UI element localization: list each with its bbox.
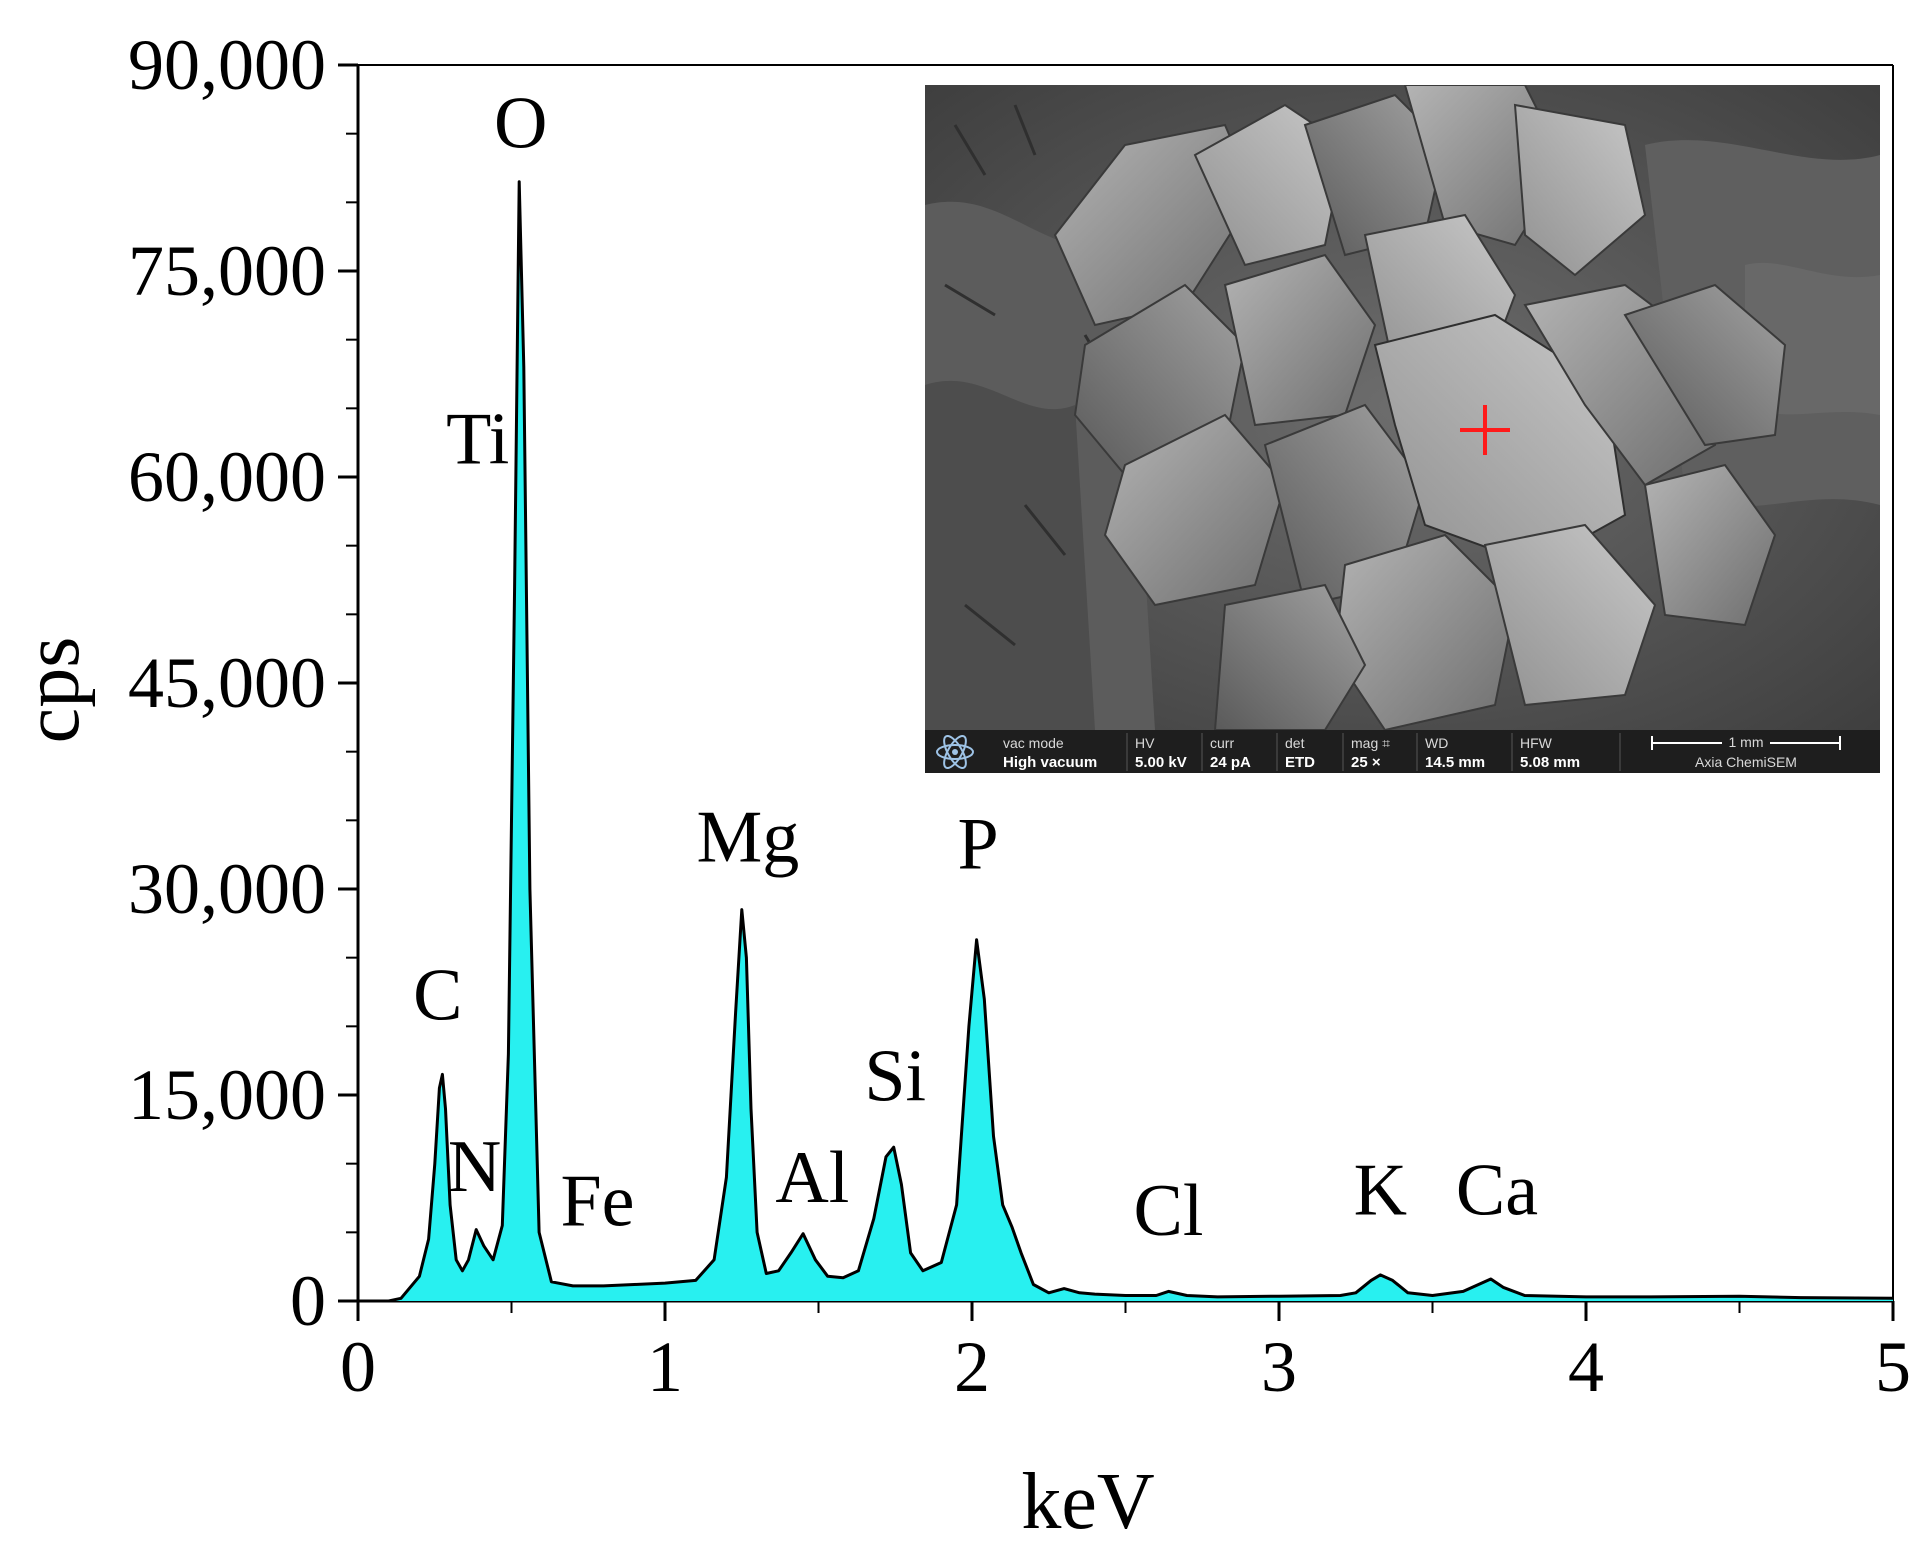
x-tick-label: 0	[340, 1327, 376, 1407]
info-field-value: ETD	[1285, 754, 1315, 771]
info-field-label: HFW	[1520, 735, 1553, 751]
info-field-value: High vacuum	[1003, 754, 1097, 771]
info-field-label: WD	[1425, 735, 1448, 751]
info-field-label: HV	[1135, 735, 1155, 751]
x-tick-label: 4	[1568, 1327, 1604, 1407]
scale-bar-label: 1 mm	[1729, 734, 1764, 750]
y-axis-label: cps	[8, 637, 96, 744]
peak-label-ti: Ti	[446, 398, 509, 480]
y-tick-label: 30,000	[128, 849, 326, 929]
peak-label-cl: Cl	[1134, 1170, 1204, 1252]
sem-micrograph-image	[925, 85, 1880, 730]
y-tick-label: 90,000	[128, 25, 326, 105]
x-tick-label: 2	[954, 1327, 990, 1407]
peak-label-si: Si	[864, 1035, 926, 1117]
y-tick-label: 15,000	[128, 1055, 326, 1135]
info-field-value: 24 pA	[1210, 754, 1251, 771]
y-tick-label: 60,000	[128, 437, 326, 517]
y-tick-label: 0	[290, 1261, 326, 1341]
peak-label-n: N	[448, 1126, 501, 1208]
y-axis-ticks: 0 15,000 30,000 45,000 60,000 75,000 90,000	[128, 25, 358, 1341]
info-field-label: curr	[1210, 735, 1234, 751]
x-tick-label: 5	[1875, 1327, 1911, 1407]
info-field-label: det	[1285, 735, 1305, 751]
peak-label-c: C	[413, 954, 462, 1036]
spectrum-line	[358, 180, 1894, 1303]
spectrum-area	[358, 181, 1893, 1302]
info-field-label: vac mode	[1003, 735, 1064, 751]
peak-label-p: P	[958, 803, 999, 885]
x-axis-ticks: 0 1 2 3 4 5	[340, 1301, 1911, 1407]
info-field-value: 14.5 mm	[1425, 754, 1485, 771]
atom-logo-icon	[936, 735, 974, 769]
peak-label-k: K	[1354, 1149, 1407, 1231]
peak-label-al: Al	[775, 1137, 849, 1219]
instrument-name: Axia ChemiSEM	[1695, 754, 1797, 770]
analysis-point-marker	[1460, 405, 1510, 455]
x-tick-label: 3	[1261, 1327, 1297, 1407]
scale-bar: 1 mm	[1651, 734, 1841, 750]
peak-label-o: O	[494, 82, 547, 164]
sem-inset: vac mode High vacuum HV 5.00 kV curr 24 pA det…	[925, 85, 1880, 773]
info-field-label: mag ⌗	[1351, 735, 1390, 751]
sem-info-bar: vac mode High vacuum HV 5.00 kV curr 24 pA det…	[925, 730, 1880, 773]
info-field-value: 5.08 mm	[1520, 754, 1580, 771]
peak-label-ca: Ca	[1456, 1149, 1538, 1231]
peak-label-mg: Mg	[696, 797, 799, 879]
x-axis-label: keV	[1021, 1458, 1154, 1542]
info-field-value: 5.00 kV	[1135, 754, 1187, 771]
spectrum-series	[358, 180, 1894, 1303]
x-tick-label: 1	[647, 1327, 683, 1407]
y-tick-label: 45,000	[128, 643, 326, 723]
peak-label-fe: Fe	[560, 1160, 634, 1242]
y-tick-label: 75,000	[128, 231, 326, 311]
info-field-value: 25 ×	[1351, 754, 1381, 771]
